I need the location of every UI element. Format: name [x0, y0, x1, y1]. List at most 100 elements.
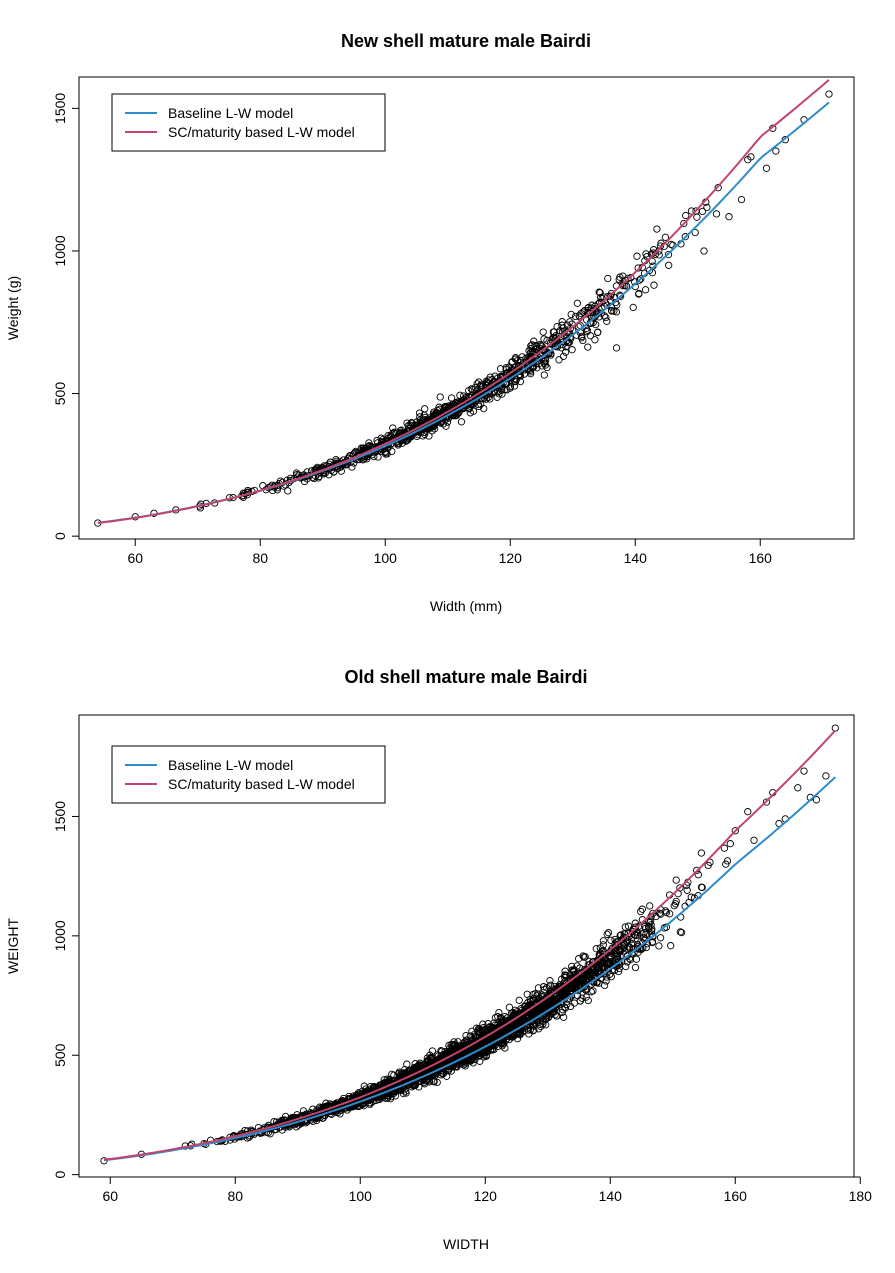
- y-tick-label: 1500: [52, 801, 68, 832]
- data-point: [641, 286, 650, 294]
- data-point: [459, 392, 468, 400]
- data-point: [648, 938, 657, 946]
- legend-box: [111, 93, 386, 152]
- series-line-sc-maturity: [103, 729, 837, 1161]
- data-point: [523, 990, 531, 998]
- data-point: [493, 393, 501, 401]
- data-point: [419, 432, 427, 440]
- data-point: [494, 1030, 502, 1038]
- data-point: [664, 250, 673, 259]
- data-point: [666, 910, 674, 918]
- data-point: [561, 348, 570, 356]
- data-point: [599, 950, 608, 958]
- data-point: [712, 210, 721, 218]
- data-point: [566, 324, 574, 333]
- data-point: [387, 431, 395, 440]
- data-point: [634, 264, 642, 272]
- data-point: [581, 976, 589, 984]
- data-point: [571, 312, 580, 321]
- data-point: [348, 463, 356, 471]
- data-point: [607, 936, 615, 944]
- data-point: [366, 1082, 375, 1091]
- data-point: [633, 931, 641, 939]
- data-point: [637, 907, 645, 916]
- data-point: [457, 418, 466, 426]
- data-point: [546, 339, 555, 347]
- data-point: [510, 1010, 519, 1019]
- data-point: [595, 959, 604, 967]
- data-point: [555, 994, 563, 1002]
- x-tick-label: 120: [474, 1188, 498, 1204]
- data-point: [527, 344, 535, 353]
- data-point: [579, 336, 587, 345]
- data-point: [561, 1004, 570, 1012]
- data-point: [359, 444, 367, 452]
- data-point: [566, 1002, 575, 1011]
- data-point: [629, 303, 637, 312]
- data-point: [703, 203, 711, 212]
- y-tick-label: 1500: [52, 93, 68, 124]
- data-point: [440, 405, 449, 413]
- x-tick-label: 140: [624, 550, 648, 566]
- data-point: [525, 347, 533, 355]
- data-point: [610, 307, 618, 315]
- data-point: [762, 798, 771, 806]
- data-point: [498, 386, 506, 394]
- y-tick-label: 500: [52, 382, 68, 406]
- data-point: [624, 922, 633, 930]
- data-point: [517, 357, 525, 365]
- data-point: [586, 972, 594, 980]
- data-point: [284, 487, 292, 495]
- data-point: [399, 1069, 407, 1077]
- data-point: [550, 328, 558, 336]
- data-point: [697, 883, 706, 891]
- data-point: [630, 925, 638, 934]
- data-point: [693, 213, 701, 221]
- data-point: [365, 439, 373, 447]
- data-point: [650, 281, 658, 289]
- data-point: [714, 184, 722, 192]
- legend-label-sc-maturity: SC/maturity based L-W model: [168, 124, 355, 140]
- data-point: [495, 390, 503, 398]
- data-point: [494, 1013, 502, 1021]
- data-point: [656, 934, 665, 942]
- data-point: [555, 356, 563, 364]
- y-axis: 0 500 1000 1500: [52, 801, 80, 1179]
- data-point: [681, 233, 689, 241]
- series-line-sc-maturity: [97, 79, 830, 524]
- data-point: [661, 233, 670, 241]
- data-point: [653, 225, 661, 233]
- data-point: [435, 403, 443, 411]
- data-point: [646, 902, 654, 910]
- data-point: [533, 345, 541, 353]
- data-point: [494, 1042, 502, 1051]
- x-tick-label: 100: [349, 1188, 373, 1204]
- data-point: [592, 320, 600, 329]
- data-point: [622, 282, 631, 290]
- data-point: [540, 371, 548, 379]
- legend-label-baseline: Baseline L-W model: [168, 105, 293, 121]
- data-point: [650, 246, 658, 254]
- data-point: [794, 784, 802, 792]
- data-point: [377, 434, 385, 442]
- data-point: [611, 947, 619, 955]
- data-point: [800, 767, 808, 775]
- data-point: [704, 861, 712, 870]
- data-point: [540, 335, 548, 343]
- x-axis-label: WIDTH: [443, 1236, 489, 1252]
- data-point: [584, 996, 592, 1005]
- y-axis-label: Weight (g): [5, 276, 21, 340]
- data-point: [449, 1059, 458, 1067]
- data-point: [510, 382, 519, 390]
- data-point: [494, 1021, 502, 1029]
- data-point: [825, 90, 833, 98]
- data-point: [310, 474, 318, 483]
- data-point: [618, 945, 626, 953]
- data-point: [551, 1011, 559, 1019]
- data-point: [479, 1020, 487, 1028]
- data-point: [665, 261, 673, 269]
- data-point: [575, 312, 583, 320]
- data-point: [672, 876, 680, 884]
- data-point: [600, 312, 609, 320]
- legend: Baseline L-W model SC/maturity based L-W…: [111, 745, 386, 804]
